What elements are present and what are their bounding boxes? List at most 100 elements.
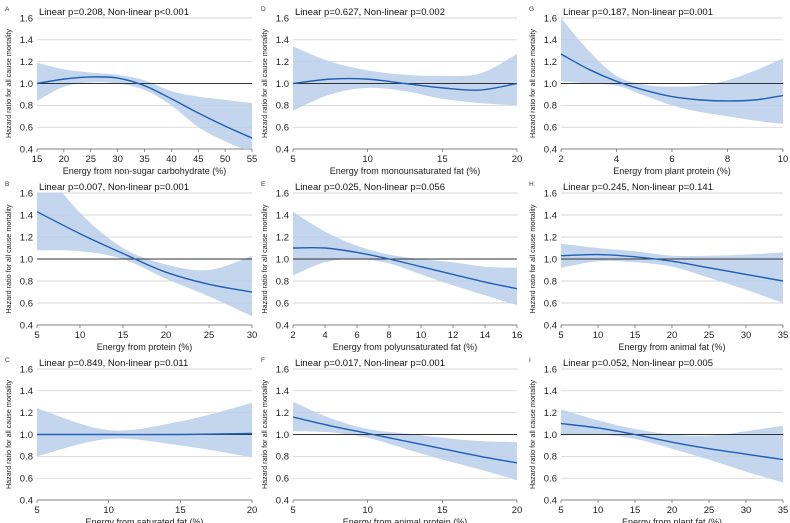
x-tick-label: 5 bbox=[558, 505, 563, 516]
y-tick-label: 0.6 bbox=[20, 298, 33, 309]
x-tick-label: 20 bbox=[59, 154, 70, 165]
y-tick-label: 0.4 bbox=[276, 320, 289, 331]
y-tick-label: 1.2 bbox=[544, 408, 557, 419]
panel-title: Linear p=0.052, Non-linear p=0.005 bbox=[563, 358, 713, 369]
x-tick-label: 25 bbox=[704, 330, 715, 341]
y-tick-label: 0.6 bbox=[276, 122, 289, 133]
x-axis-label: Energy from non-sugar carbohydrate (%) bbox=[63, 166, 227, 176]
panel-title: Linear p=0.849, Non-linear p=0.011 bbox=[39, 358, 188, 369]
confidence-band bbox=[561, 243, 783, 303]
y-tick-label: 1.4 bbox=[276, 210, 289, 221]
hazard-ratio-curve bbox=[561, 422, 783, 461]
confidence-band bbox=[37, 193, 252, 317]
x-tick-label: 35 bbox=[139, 154, 150, 165]
y-tick-label: 1.6 bbox=[544, 364, 557, 375]
y-tick-label: 1.4 bbox=[544, 210, 557, 221]
x-tick-label: 25 bbox=[204, 330, 215, 341]
panel-title: Linear p=0.017, Non-linear p=0.001 bbox=[295, 358, 445, 369]
y-tick-label: 0.4 bbox=[20, 495, 33, 506]
panel-g: 0.4 0.6 0.8 1.0 1.2 1.4 1.6 2 4 6 8 10 G Linear p=0.1… bbox=[528, 6, 788, 176]
x-tick-label: 10 bbox=[593, 330, 604, 341]
y-tick-label: 0.4 bbox=[544, 320, 557, 331]
panel-letter: B bbox=[5, 181, 9, 188]
y-tick-label: 1.4 bbox=[276, 35, 289, 46]
x-tick-label: 14 bbox=[480, 330, 491, 341]
x-axis-label: Energy from plant fat (%) bbox=[622, 517, 722, 523]
panel-letter: F bbox=[261, 357, 265, 364]
y-tick-label: 1.0 bbox=[276, 254, 289, 265]
y-tick-label: 1.2 bbox=[20, 232, 33, 243]
y-tick-label: 1.0 bbox=[544, 254, 557, 265]
x-axis-label: Energy from protein (%) bbox=[97, 342, 193, 352]
confidence-band bbox=[561, 409, 783, 483]
x-tick-label: 50 bbox=[220, 154, 231, 165]
x-tick-label: 30 bbox=[741, 330, 752, 341]
confidence-band bbox=[37, 62, 252, 149]
panel-a: 0.4 0.6 0.8 1.0 1.2 1.4 1.6 15 20 25 30 35 40 45 50 55 A… bbox=[4, 6, 257, 176]
y-axis-label: Hazard ratio for all cause mortality bbox=[528, 29, 537, 138]
panel-title: Linear p=0.245, Non-linear p=0.141 bbox=[563, 182, 713, 193]
y-tick-label: 1.0 bbox=[276, 79, 289, 90]
panel-title: Linear p=0.025, Non-linear p=0.056 bbox=[295, 182, 445, 193]
confidence-band bbox=[561, 18, 783, 124]
x-tick-label: 20 bbox=[512, 154, 523, 165]
x-tick-label: 15 bbox=[437, 154, 448, 165]
x-tick-label: 2 bbox=[290, 330, 295, 341]
hazard-ratio-curve bbox=[293, 416, 517, 464]
x-tick-label: 20 bbox=[161, 330, 172, 341]
x-tick-label: 15 bbox=[118, 330, 129, 341]
y-tick-label: 0.8 bbox=[20, 276, 33, 287]
y-tick-label: 0.8 bbox=[276, 276, 289, 287]
y-tick-label: 0.4 bbox=[276, 144, 289, 155]
x-tick-label: 20 bbox=[667, 330, 678, 341]
hazard-ratio-curve bbox=[293, 246, 517, 290]
hazard-ratio-curve bbox=[561, 253, 783, 282]
y-tick-label: 1.4 bbox=[276, 386, 289, 397]
y-tick-label: 1.4 bbox=[20, 386, 33, 397]
y-tick-label: 1.6 bbox=[544, 188, 557, 199]
x-tick-label: 10 bbox=[362, 154, 373, 165]
panel-e: 0.4 0.6 0.8 1.0 1.2 1.4 1.6 2 4 6 8 10 12 14 16 E Linear… bbox=[260, 181, 522, 352]
y-tick-label: 1.2 bbox=[276, 232, 289, 243]
y-tick-label: 1.4 bbox=[20, 210, 33, 221]
y-axis-label: Hazard ratio for all cause mortality bbox=[4, 380, 13, 489]
panel-letter: A bbox=[5, 6, 10, 13]
x-axis-label: Energy from monounsaturated fat (%) bbox=[330, 166, 481, 176]
panel-d: 0.4 0.6 0.8 1.0 1.2 1.4 1.6 5 10 15 20 D Linear p=0.… bbox=[260, 6, 522, 176]
y-tick-label: 0.4 bbox=[20, 320, 33, 331]
x-tick-label: 4 bbox=[614, 154, 619, 165]
panel-title: Linear p=0.627, Non-linear p=0.002 bbox=[295, 7, 445, 18]
panel-letter: G bbox=[529, 6, 534, 13]
y-axis-label: Hazard ratio for all cause mortality bbox=[4, 29, 13, 138]
y-tick-label: 1.2 bbox=[276, 408, 289, 419]
panel-i: 0.4 0.6 0.8 1.0 1.2 1.4 1.6 5 10 15 20 25 30 35 I Linea… bbox=[528, 357, 788, 523]
x-tick-label: 10 bbox=[103, 505, 114, 516]
hazard-ratio-curve bbox=[293, 77, 517, 91]
x-axis-label: Energy from plant protein (%) bbox=[613, 166, 731, 176]
x-axis-label: Energy from animal protein (%) bbox=[343, 517, 468, 523]
x-tick-label: 30 bbox=[112, 154, 123, 165]
y-tick-label: 0.8 bbox=[544, 452, 557, 463]
x-tick-label: 45 bbox=[193, 154, 204, 165]
y-tick-label: 0.6 bbox=[544, 122, 557, 133]
x-tick-label: 25 bbox=[85, 154, 96, 165]
y-tick-label: 0.8 bbox=[544, 101, 557, 112]
y-tick-label: 0.6 bbox=[544, 473, 557, 484]
y-tick-label: 1.6 bbox=[20, 13, 33, 24]
y-tick-label: 1.2 bbox=[276, 57, 289, 68]
y-tick-label: 1.0 bbox=[20, 79, 33, 90]
x-tick-label: 16 bbox=[512, 330, 523, 341]
x-tick-label: 5 bbox=[290, 505, 295, 516]
y-tick-label: 1.4 bbox=[544, 35, 557, 46]
panel-letter: E bbox=[261, 181, 266, 188]
x-tick-label: 10 bbox=[778, 154, 789, 165]
x-tick-label: 8 bbox=[386, 330, 391, 341]
x-axis-label: Energy from saturated fat (%) bbox=[85, 517, 203, 523]
x-tick-label: 5 bbox=[34, 330, 39, 341]
x-tick-label: 30 bbox=[247, 330, 258, 341]
panel-c: 0.4 0.6 0.8 1.0 1.2 1.4 1.6 5 10 15 20 C Linear p=0.… bbox=[4, 357, 257, 523]
y-axis-label: Hazard ratio for all cause mortality bbox=[260, 29, 269, 138]
x-tick-label: 2 bbox=[558, 154, 563, 165]
y-tick-label: 0.8 bbox=[276, 452, 289, 463]
